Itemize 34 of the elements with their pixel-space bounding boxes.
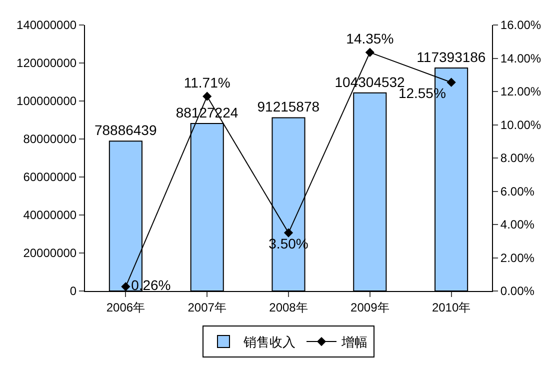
data-label: 117393186 [416,48,486,65]
y-tick-label: 120000000 [16,56,77,70]
data-label: 14.35% [346,30,394,47]
y-tick-label: 100000000 [16,94,77,108]
legend-label: 销售收入 [242,334,296,350]
x-tick-label: 2010年 [432,300,471,314]
y2-tick-label: 10.00% [500,118,542,132]
y-tick-label: 40000000 [23,208,77,222]
point [202,92,212,101]
legend-label: 增幅 [340,334,368,350]
y2-tick-label: 0.00% [500,284,535,298]
x-tick-label: 2007年 [188,300,226,314]
data-label: 11.71% [184,74,230,90]
y2-tick-label: 12.00% [500,84,542,99]
y2-tick-label: 8.00% [500,151,535,166]
data-label: 78886439 [94,122,157,138]
y2-tick-label: 2.00% [500,250,535,265]
y-tick-label: 140000000 [16,18,77,32]
data-label: 91215878 [257,98,320,115]
y2-tick-label: 4.00% [500,218,535,232]
y-tick-label: 60000000 [23,170,77,184]
point [121,282,130,292]
point [284,228,294,238]
x-tick-label: 2008年 [269,300,308,314]
y2-tick-label: 16.00% [500,18,542,32]
point [446,78,456,87]
x-tick-label: 2006年 [106,300,146,314]
y2-tick-label: 6.00% [500,184,535,198]
x-tick-label: 2009年 [350,300,390,314]
y2-tick-label: 14.00% [500,51,542,66]
y-tick-label: 20000000 [23,246,77,260]
y-tick-label: 80000000 [23,132,77,146]
point [365,48,374,57]
y-tick-label: 0 [70,284,77,298]
